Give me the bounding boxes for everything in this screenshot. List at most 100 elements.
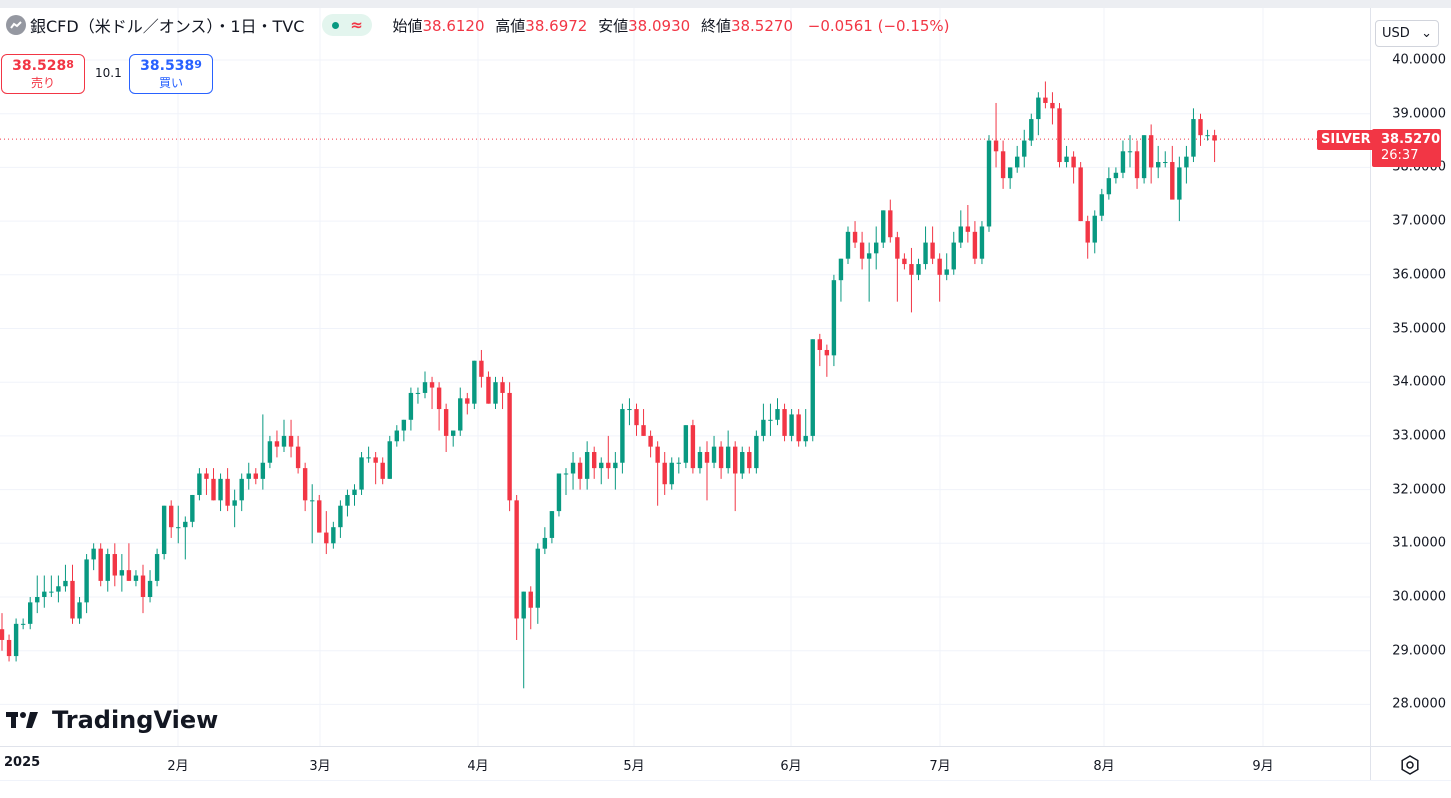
candle[interactable] — [1120, 140, 1126, 179]
candle[interactable] — [380, 457, 385, 485]
candle[interactable] — [782, 403, 787, 442]
candle[interactable] — [1050, 92, 1055, 125]
candle[interactable] — [422, 371, 428, 399]
candle[interactable] — [986, 135, 992, 232]
candle[interactable] — [472, 360, 477, 410]
candle[interactable] — [317, 494, 322, 533]
candle[interactable] — [436, 382, 442, 431]
candle[interactable] — [232, 489, 237, 528]
candle[interactable] — [1099, 188, 1104, 222]
candle[interactable] — [775, 398, 780, 426]
candle[interactable] — [528, 586, 533, 630]
candle[interactable] — [768, 403, 773, 436]
candle[interactable] — [253, 468, 258, 485]
candle[interactable] — [267, 435, 273, 469]
candle[interactable] — [183, 516, 188, 560]
candle[interactable] — [669, 457, 674, 490]
candle[interactable] — [1148, 124, 1154, 184]
candle[interactable] — [888, 199, 893, 243]
candle[interactable] — [979, 221, 985, 265]
candle[interactable] — [345, 489, 350, 517]
candle[interactable] — [838, 258, 844, 302]
candle[interactable] — [493, 376, 498, 410]
candle[interactable] — [556, 473, 562, 517]
candle[interactable] — [1015, 145, 1020, 173]
candle[interactable] — [993, 102, 999, 168]
candle[interactable] — [521, 591, 526, 689]
candle[interactable] — [302, 462, 308, 512]
candle[interactable] — [310, 484, 315, 544]
candle[interactable] — [1092, 210, 1097, 254]
candle[interactable] — [70, 564, 75, 624]
candle[interactable] — [112, 543, 117, 587]
candle[interactable] — [570, 452, 576, 490]
candle[interactable] — [1212, 129, 1217, 163]
candle[interactable] — [458, 387, 463, 436]
candle[interactable] — [147, 570, 153, 603]
candle[interactable] — [817, 333, 822, 367]
candle[interactable] — [465, 392, 470, 415]
candle[interactable] — [1036, 92, 1041, 136]
candle[interactable] — [500, 376, 505, 410]
candle[interactable] — [1163, 151, 1168, 168]
candle[interactable] — [1198, 113, 1203, 146]
candle[interactable] — [443, 403, 449, 453]
candle[interactable] — [831, 274, 837, 367]
candle[interactable] — [415, 387, 421, 404]
candle[interactable] — [338, 500, 343, 538]
candle[interactable] — [429, 376, 435, 410]
candle[interactable] — [676, 457, 681, 474]
candle[interactable] — [133, 570, 139, 587]
candle[interactable] — [599, 457, 604, 485]
candle[interactable] — [1057, 102, 1062, 168]
candle[interactable] — [140, 564, 146, 614]
candle[interactable] — [1022, 129, 1027, 168]
candle[interactable] — [77, 597, 82, 624]
candle[interactable] — [352, 484, 357, 506]
candle[interactable] — [923, 226, 928, 270]
symbol-title[interactable]: 銀CFD（米ドル／オンス）・1日・TVC — [30, 17, 305, 36]
candle[interactable] — [1071, 151, 1076, 184]
candle[interactable] — [35, 575, 40, 614]
candle[interactable] — [606, 435, 611, 479]
candle[interactable] — [881, 210, 886, 248]
candle[interactable] — [119, 554, 125, 592]
candle[interactable] — [866, 242, 872, 302]
candle[interactable] — [98, 543, 103, 587]
candle[interactable] — [711, 435, 717, 469]
candle[interactable] — [239, 473, 244, 512]
candle[interactable] — [859, 231, 865, 270]
candle[interactable] — [6, 634, 12, 662]
candle[interactable] — [1205, 129, 1210, 141]
candle[interactable] — [972, 221, 978, 265]
candle[interactable] — [810, 339, 815, 442]
candle[interactable] — [176, 505, 181, 544]
candle[interactable] — [1106, 167, 1112, 200]
candle[interactable] — [965, 204, 971, 243]
candle[interactable] — [20, 618, 26, 630]
candle[interactable] — [1156, 145, 1161, 179]
candle[interactable] — [613, 452, 618, 490]
candle[interactable] — [662, 452, 667, 495]
currency-select[interactable]: USD ⌄ — [1375, 20, 1439, 47]
candle[interactable] — [204, 468, 209, 495]
candle[interactable] — [260, 414, 266, 490]
candle[interactable] — [451, 430, 456, 447]
tradingview-logo[interactable]: TradingView — [6, 706, 218, 734]
candle[interactable] — [373, 452, 378, 485]
candle[interactable] — [761, 403, 766, 442]
candle[interactable] — [246, 462, 251, 490]
candle[interactable] — [634, 403, 639, 436]
candle[interactable] — [394, 425, 399, 447]
candle[interactable] — [937, 253, 942, 302]
candle[interactable] — [1078, 162, 1083, 222]
candle[interactable] — [1064, 145, 1069, 168]
candle[interactable] — [902, 253, 907, 270]
candle[interactable] — [0, 613, 5, 651]
candle[interactable] — [789, 409, 794, 442]
candle[interactable] — [408, 387, 414, 431]
candle[interactable] — [535, 543, 540, 624]
candle[interactable] — [1043, 81, 1048, 109]
candle[interactable] — [486, 371, 491, 404]
candle[interactable] — [733, 441, 738, 512]
